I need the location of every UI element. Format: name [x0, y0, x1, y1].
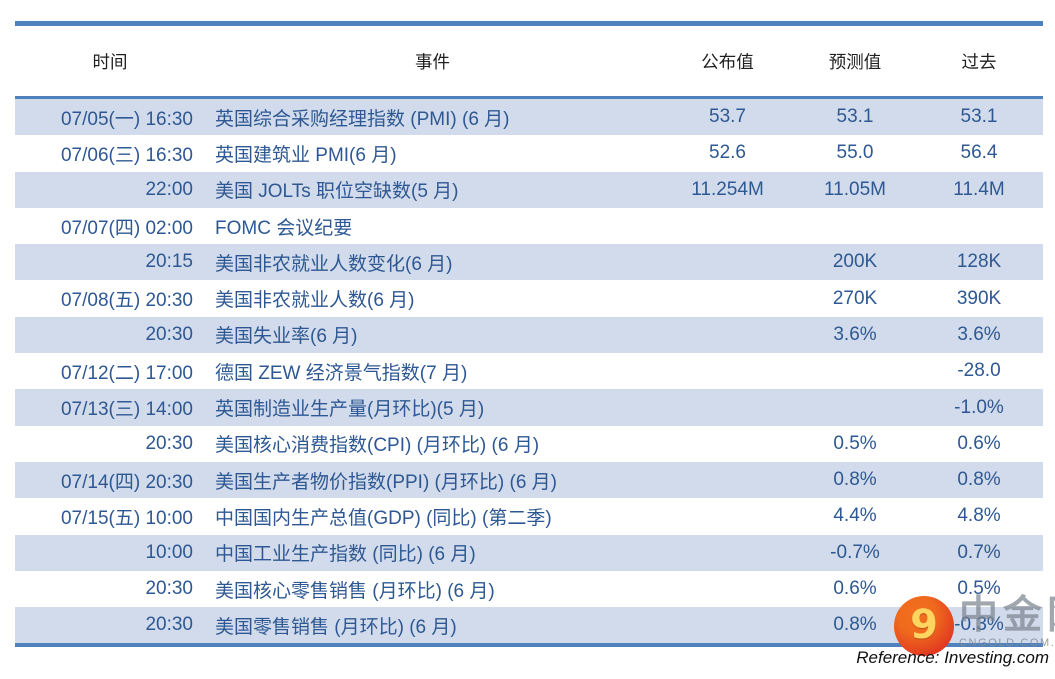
- cell-event: 中国国内生产总值(GDP) (同比) (第二季): [215, 507, 552, 529]
- cell-event: FOMC 会议纪要: [215, 217, 353, 239]
- table-top-border: [15, 21, 1043, 26]
- cell-previous: 53.1: [960, 106, 998, 128]
- cell-event: 美国生产者物价指数(PPI) (月环比) (6 月): [215, 471, 557, 493]
- cell-previous: -0.3%: [954, 614, 1004, 636]
- table-row: 07/12(二) 17:00 德国 ZEW 经济景气指数(7 月) -28.0: [15, 353, 1043, 389]
- table-row: 07/05(一) 16:30 英国综合采购经理指数 (PMI) (6 月) 53.7…: [15, 99, 1043, 136]
- table-row: 07/07(四) 02:00 FOMC 会议纪要: [15, 208, 1043, 244]
- cell-actual: 53.7: [709, 106, 746, 128]
- cell-time: 10:00: [145, 541, 193, 563]
- cell-forecast: 3.6%: [833, 323, 877, 345]
- cell-previous: 0.7%: [957, 541, 1001, 563]
- cell-time: 20:30: [145, 432, 193, 454]
- cell-time: 07/12(二) 17:00: [60, 362, 193, 384]
- table-row: 07/08(五) 20:30 美国非农就业人数(6 月) 270K 390K: [15, 280, 1043, 316]
- table-row: 07/06(三) 16:30 英国建筑业 PMI(6 月) 52.6 55.0 56.4: [15, 135, 1043, 171]
- cell-forecast: -0.7%: [830, 541, 880, 563]
- table-row: 22:00 美国 JOLTs 职位空缺数(5 月) 11.254M 11.05M 11.…: [15, 171, 1043, 208]
- cell-event: 美国核心零售销售 (月环比) (6 月): [215, 580, 495, 602]
- column-header-event: 事件: [415, 51, 450, 72]
- table-row: 20:30 美国失业率(6 月) 3.6% 3.6%: [15, 316, 1043, 354]
- cell-event: 美国核心消费指数(CPI) (月环比) (6 月): [215, 435, 540, 457]
- cell-forecast: 0.5%: [833, 432, 877, 454]
- cell-time: 20:30: [145, 614, 193, 636]
- table-row: 07/15(五) 10:00 中国国内生产总值(GDP) (同比) (第二季) 4.…: [15, 498, 1043, 534]
- cell-previous: 128K: [956, 251, 1002, 273]
- column-header-time: 时间: [92, 51, 128, 72]
- table-row: 20:15 美国非农就业人数变化(6 月) 200K 128K: [15, 244, 1043, 281]
- cell-event: 英国制造业生产量(月环比)(5 月): [215, 399, 485, 421]
- cell-time: 07/13(三) 14:00: [60, 399, 193, 421]
- table-row: 10:00 中国工业生产指数 (同比) (6 月) -0.7% 0.7%: [15, 534, 1043, 571]
- cell-forecast: 200K: [832, 251, 878, 273]
- table-body: 07/05(一) 16:30 英国综合采购经理指数 (PMI) (6 月) 53.7…: [15, 99, 1043, 644]
- cell-event: 美国零售销售 (月环比) (6 月): [215, 616, 457, 638]
- cell-previous: 0.6%: [957, 432, 1001, 454]
- column-header-forecast: 预测值: [828, 51, 882, 72]
- cell-event: 中国工业生产指数 (同比) (6 月): [215, 544, 476, 566]
- cell-forecast: 0.8%: [833, 614, 877, 636]
- table-header-row: 时间 事件 公布值 预测值 过去: [15, 26, 1043, 99]
- cell-event: 英国综合采购经理指数 (PMI) (6 月): [215, 108, 510, 130]
- cell-time: 20:30: [145, 578, 193, 599]
- cell-event: 德国 ZEW 经济景气指数(7 月): [215, 362, 468, 384]
- table-row: 07/13(三) 14:00 英国制造业生产量(月环比)(5 月) -1.0%: [15, 389, 1043, 426]
- cell-previous: -28.0: [957, 360, 1001, 382]
- cell-previous: 4.8%: [957, 505, 1001, 527]
- cell-time: 07/08(五) 20:30: [60, 290, 193, 312]
- table-bottom-border: [15, 643, 1043, 648]
- cell-time: 20:30: [145, 323, 193, 345]
- cell-previous: 3.6%: [957, 323, 1001, 345]
- cell-time: 07/06(三) 16:30: [60, 144, 193, 166]
- table-row: 20:30 美国零售销售 (月环比) (6 月) 0.8% -0.3%: [15, 607, 1043, 644]
- cell-forecast: 53.1: [836, 106, 874, 128]
- cell-forecast: 55.0: [836, 142, 874, 164]
- cell-forecast: 270K: [832, 287, 878, 309]
- table-row: 20:30 美国核心消费指数(CPI) (月环比) (6 月) 0.5% 0.6%: [15, 426, 1043, 462]
- cell-previous: 0.8%: [957, 469, 1001, 491]
- cell-forecast: 0.6%: [833, 578, 877, 599]
- cell-event: 美国非农就业人数(6 月): [215, 290, 415, 312]
- cell-previous: -1.0%: [954, 396, 1004, 418]
- cell-previous: 11.4M: [953, 178, 1005, 200]
- table-row: 07/14(四) 20:30 美国生产者物价指数(PPI) (月环比) (6 月)…: [15, 461, 1043, 499]
- cell-event: 美国非农就业人数变化(6 月): [215, 253, 453, 275]
- column-header-actual: 公布值: [701, 51, 754, 72]
- cell-previous: 0.5%: [957, 578, 1001, 599]
- cell-event: 英国建筑业 PMI(6 月): [215, 144, 397, 166]
- cell-forecast: 11.05M: [824, 178, 886, 200]
- cell-event: 美国 JOLTs 职位空缺数(5 月): [215, 181, 459, 203]
- cell-event: 美国失业率(6 月): [215, 326, 358, 348]
- cell-time: 07/15(五) 10:00: [60, 507, 193, 529]
- cell-previous: 56.4: [960, 142, 998, 164]
- cell-forecast: 4.4%: [833, 505, 877, 527]
- column-header-previous: 过去: [961, 51, 997, 72]
- cell-time: 07/14(四) 20:30: [60, 471, 193, 493]
- cell-actual: 52.6: [709, 142, 746, 164]
- table-row: 20:30 美国核心零售销售 (月环比) (6 月) 0.6% 0.5%: [15, 571, 1043, 607]
- cell-time: 07/07(四) 02:00: [60, 217, 193, 239]
- economic-calendar-table: 时间 事件 公布值 预测值 过去 07/05(一) 16:30 英国综合采购经理指…: [15, 21, 1043, 648]
- cell-time: 07/05(一) 16:30: [60, 108, 193, 130]
- cell-previous: 390K: [956, 287, 1002, 309]
- cell-time: 20:15: [145, 251, 193, 273]
- reference-note: Reference: Investing.com: [856, 648, 1049, 667]
- cell-time: 22:00: [145, 178, 193, 200]
- cell-actual: 11.254M: [691, 178, 764, 200]
- cell-forecast: 0.8%: [833, 469, 877, 491]
